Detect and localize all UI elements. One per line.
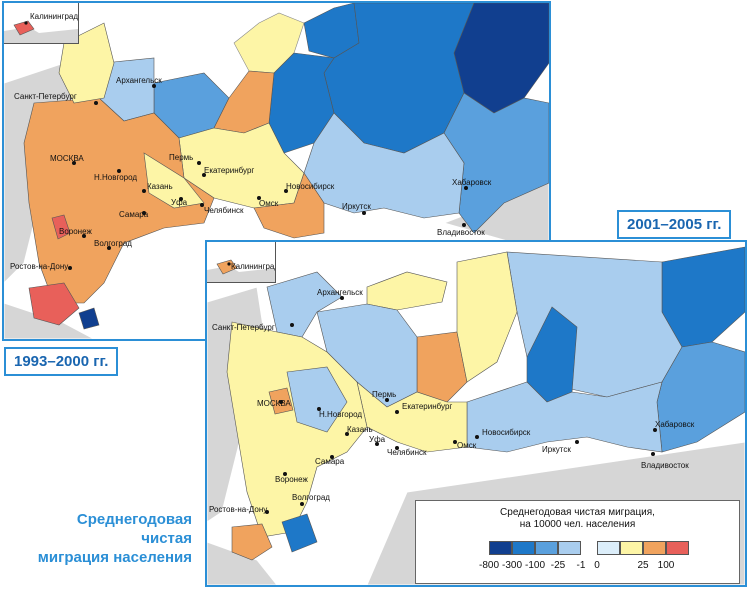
period-label-1993: 1993–2000 гг. [4, 347, 119, 376]
region-center-blue [286, 366, 348, 433]
city-markers: Санкт-Петербург Архангельск МОСКВА Н.Нов… [209, 288, 695, 514]
legend-title: Среднегодовая чистая миграция, на 10000 … [416, 507, 739, 531]
legend-swatch [512, 541, 535, 555]
legend-tick: -25 [550, 560, 566, 571]
city-label: Калининград [30, 12, 78, 21]
region-chechnya [78, 307, 100, 330]
city-label: Хабаровск [655, 420, 695, 429]
city-label: Самара [119, 210, 149, 219]
city-label: Воронеж [275, 475, 308, 484]
region-west-siberia [253, 172, 325, 239]
city-label: Иркутск [342, 202, 371, 211]
legend-swatch [597, 541, 620, 555]
city-label: Санкт-Петербург [212, 323, 275, 332]
city-label: Ростов-на-Дону [209, 505, 267, 514]
legend-tick: 100 [657, 560, 675, 571]
region-ural [356, 381, 468, 453]
region-volga-yellow [143, 152, 205, 209]
legend-swatch [620, 541, 643, 555]
legend-tick: -1 [576, 560, 586, 571]
legend-swatch [666, 541, 689, 555]
city-label: Казань [347, 425, 373, 434]
region-kalmykia [281, 513, 318, 553]
city-label: Калининград [231, 262, 275, 271]
region-siberia-south [466, 381, 663, 453]
city-label: Пермь [169, 153, 193, 162]
city-label: Омск [259, 199, 279, 208]
legend-swatch [558, 541, 581, 555]
city-label: Уфа [369, 435, 386, 444]
kaliningrad-inset: Калининград [4, 3, 79, 44]
region-caucasus-red [28, 282, 80, 326]
region-moscow-red [51, 214, 71, 240]
legend-title-line: Среднегодовая чистая миграция, [500, 507, 655, 518]
legend-tick: 25 [637, 560, 649, 571]
region-chukotka [661, 246, 745, 348]
kaliningrad-inset-svg: Калининград [207, 259, 279, 282]
city-label: Екатеринбург [402, 402, 452, 411]
main-title-line: миграция населения [37, 549, 192, 566]
city-label: МОСКВА [257, 399, 291, 408]
legend-tick: -800 [478, 560, 500, 571]
city-label: Архангельск [116, 76, 162, 85]
main-title-line: чистая [141, 530, 192, 547]
city-label: Хабаровск [452, 178, 492, 187]
city-label: Владивосток [641, 461, 689, 470]
legend-tick: -300 [501, 560, 523, 571]
city-label: Омск [457, 441, 477, 450]
legend: Среднегодовая чистая миграция, на 10000 … [415, 500, 740, 584]
legend-tick: -100 [524, 560, 546, 571]
main-title: Среднегодовая чистая миграция населения [22, 510, 192, 567]
legend-swatch [489, 541, 512, 555]
legend-swatch [535, 541, 558, 555]
city-label: Н.Новгород [94, 173, 137, 182]
city-label: Казань [147, 182, 173, 191]
city-markers: Санкт-Петербург Архангельск МОСКВА Н.Нов… [10, 76, 492, 271]
city-label: Самара [315, 457, 345, 466]
kaliningrad-inset-svg: Калининград [4, 12, 78, 43]
region-islands-north [366, 271, 448, 311]
region-far-east-coast [443, 92, 549, 234]
period-label-2001: 2001–2005 гг. [617, 210, 732, 239]
city-label: Челябинск [387, 448, 427, 457]
city-label: МОСКВА [50, 154, 84, 163]
city-label: Ростов-на-Дону [10, 262, 68, 271]
city-label: Санкт-Петербург [14, 92, 77, 101]
city-label: Воронеж [59, 227, 92, 236]
legend-swatch [643, 541, 666, 555]
city-label: Архангельск [317, 288, 363, 297]
city-label: Екатеринбург [204, 166, 254, 175]
map-1993-2000-svg: Санкт-Петербург Архангельск МОСКВА Н.Нов… [4, 3, 549, 339]
city-label: Иркутск [542, 445, 571, 454]
main-title-line: Среднегодовая [76, 511, 192, 528]
city-label: Владивосток [437, 228, 485, 237]
region-taymyr [456, 251, 518, 383]
city-label: Новосибирск [482, 428, 531, 437]
city-label: Н.Новгород [319, 410, 362, 419]
city-label: Новосибирск [286, 182, 335, 191]
city-label: Челябинск [204, 206, 244, 215]
region-european-russia [23, 97, 215, 304]
region-caucasus [231, 523, 273, 561]
city-label: Пермь [372, 390, 396, 399]
legend-title-line: на 10000 чел. населения [519, 519, 636, 530]
map-1993-2000: Санкт-Петербург Архангельск МОСКВА Н.Нов… [2, 1, 551, 341]
legend-tick: 0 [594, 560, 600, 571]
city-label: Волгоград [94, 239, 132, 248]
city-label: Волгоград [292, 493, 330, 502]
kaliningrad-inset: Калининград [207, 242, 279, 283]
city-label: Уфа [171, 198, 188, 207]
